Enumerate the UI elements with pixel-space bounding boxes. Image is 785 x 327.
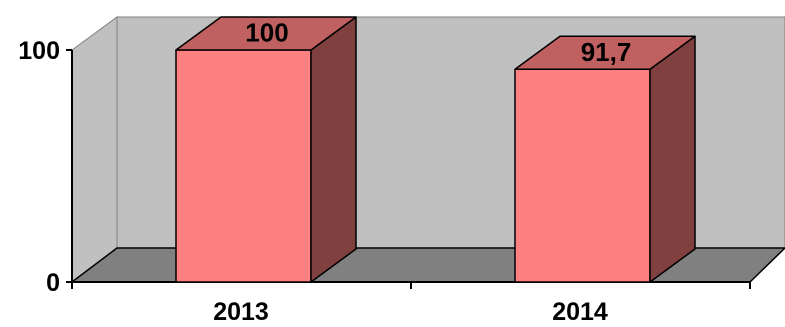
bar-2013-front (175, 49, 312, 283)
bar-2013-top (175, 16, 357, 51)
bar-2014-top (514, 35, 696, 71)
y-tick-label-0: 0 (46, 269, 60, 297)
bars-group (175, 16, 696, 283)
bar-2014-side (649, 35, 696, 283)
data-labels-group: 100 91,7 (245, 18, 631, 67)
bar-2013-side (310, 16, 357, 283)
y-tick-label-100: 100 (18, 37, 60, 65)
data-label-2013: 100 (245, 18, 288, 48)
data-label-2014: 91,7 (581, 37, 632, 67)
bar-2014-front (514, 68, 651, 283)
x-tick-label-2014: 2014 (552, 298, 608, 326)
x-tick-label-2013: 2013 (213, 298, 269, 326)
side-wall (71, 16, 118, 284)
